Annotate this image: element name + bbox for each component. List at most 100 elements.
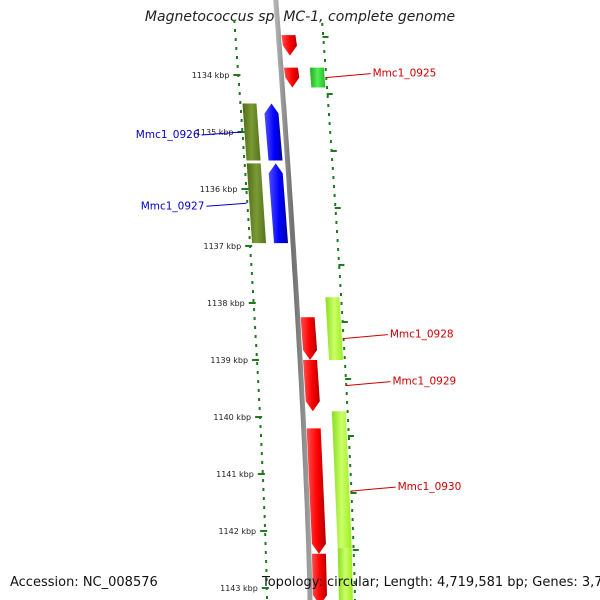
cds-arrow-mmc1_0925 (283, 67, 300, 88)
axis-dot (345, 392, 348, 395)
axis-dot (265, 569, 268, 572)
scale-tick-label: 1137 kbp (204, 242, 242, 251)
cds-arrow-mmc1_0927 (268, 163, 289, 244)
axis-dot (345, 383, 348, 386)
genome-backbone (273, 0, 313, 600)
axis-dot (331, 158, 334, 161)
scale-tick-label: 1139 kbp (210, 356, 248, 365)
axis-dot (347, 428, 350, 431)
axis-dot (326, 95, 329, 98)
axis-dot (335, 221, 338, 224)
axis-dot (243, 164, 246, 167)
axis-dot (236, 65, 239, 68)
axis-dot (265, 560, 268, 563)
axis-dot (348, 446, 351, 449)
axis-dot (346, 401, 349, 404)
axis-dot (256, 371, 259, 374)
axis-dot (353, 590, 356, 593)
axis-dot (337, 248, 340, 251)
scale-tick (261, 587, 269, 589)
axis-dot (331, 167, 334, 170)
axis-dot (254, 335, 257, 338)
axis-dot (241, 128, 244, 131)
axis-dot (251, 281, 254, 284)
axis-dot (343, 347, 346, 350)
axis-minor-tick (338, 264, 345, 266)
axis-dot (264, 542, 267, 545)
axis-dot (348, 437, 350, 440)
axis-dot (350, 482, 353, 485)
axis-dot (352, 536, 355, 539)
axis-dot (246, 200, 249, 203)
axis-dot (248, 236, 251, 239)
axis-dot (340, 293, 342, 296)
cds-arrow-mmc1_0924 (281, 35, 297, 56)
gc-bar (337, 548, 353, 600)
map-title: Magnetococcus sp. MC-1, complete genome (144, 9, 456, 25)
gc-bar (242, 103, 261, 161)
axis-dot (351, 509, 354, 512)
length-text: Length: 4,719,581 bp (375, 575, 524, 590)
axis-dot (244, 173, 247, 176)
cds-track (264, 35, 327, 600)
axis-dot (322, 41, 325, 44)
axis-dot (258, 398, 261, 401)
axis-dot (234, 29, 236, 32)
scale-tick-label: 1136 kbp (200, 185, 238, 194)
cds-arrow-mmc1_0930 (306, 428, 326, 554)
label-leader (201, 131, 242, 136)
axis-dot (344, 365, 347, 368)
axis-dot (328, 113, 330, 116)
scale-tick-label: 1141 kbp (216, 470, 254, 479)
axis-dot (352, 545, 355, 548)
axis-dot (236, 56, 238, 59)
axis-dot (334, 212, 337, 215)
scale-tick-label: 1143 kbp (220, 584, 258, 593)
axis-dot (255, 344, 258, 347)
axis-dot (326, 86, 328, 89)
axis-dot (322, 32, 324, 35)
axis-dot (246, 209, 249, 212)
axis-minor-tick (330, 150, 337, 152)
axis-dot (256, 362, 259, 365)
gene-label-mmc1_0929: Mmc1_0929 (392, 376, 456, 388)
axis-dot (257, 380, 260, 383)
gc-skew-axis (233, 20, 359, 600)
axis-dot (323, 50, 326, 53)
gc-content-track (242, 67, 353, 600)
axis-dot (342, 338, 345, 341)
scale-tick-label: 1135 kbp (196, 128, 234, 137)
axis-dot (336, 239, 339, 242)
axis-minor-tick (341, 321, 348, 323)
axis-dot (340, 302, 343, 305)
axis-dot (253, 317, 256, 320)
axis-dot (258, 407, 261, 410)
axis-dot (321, 23, 324, 26)
scale-ticks: 1134 kbp 1135 kbp 1136 kbp 1137 kbp 1138 kbp… (192, 71, 269, 593)
gene-label-mmc1_0926: Mmc1_0926 (136, 129, 200, 141)
axis-dot (238, 83, 240, 86)
label-leader (350, 486, 396, 492)
axis-dot (233, 20, 236, 23)
axis-dot (247, 218, 250, 221)
axis-dot (252, 299, 255, 302)
axis-dot (263, 515, 266, 518)
axis-dot (239, 101, 242, 104)
axis-dot (353, 581, 356, 584)
axis-dot (242, 146, 245, 149)
axis-dot (338, 275, 341, 278)
accession-label: Accession: (10, 575, 83, 590)
axis-dot (235, 47, 238, 50)
axis-dot (255, 353, 258, 356)
scale-tick-label: 1142 kbp (218, 527, 256, 536)
axis-dot (259, 425, 262, 428)
axis-dot (353, 572, 356, 575)
axis-dot (262, 479, 265, 482)
axis-dot (347, 419, 350, 422)
label-leader (345, 381, 391, 387)
axis-dot (250, 272, 253, 275)
scale-tick (233, 74, 241, 76)
scale-tick-label: 1134 kbp (192, 71, 230, 80)
axis-dot (263, 506, 266, 509)
axis-dot (261, 461, 264, 464)
